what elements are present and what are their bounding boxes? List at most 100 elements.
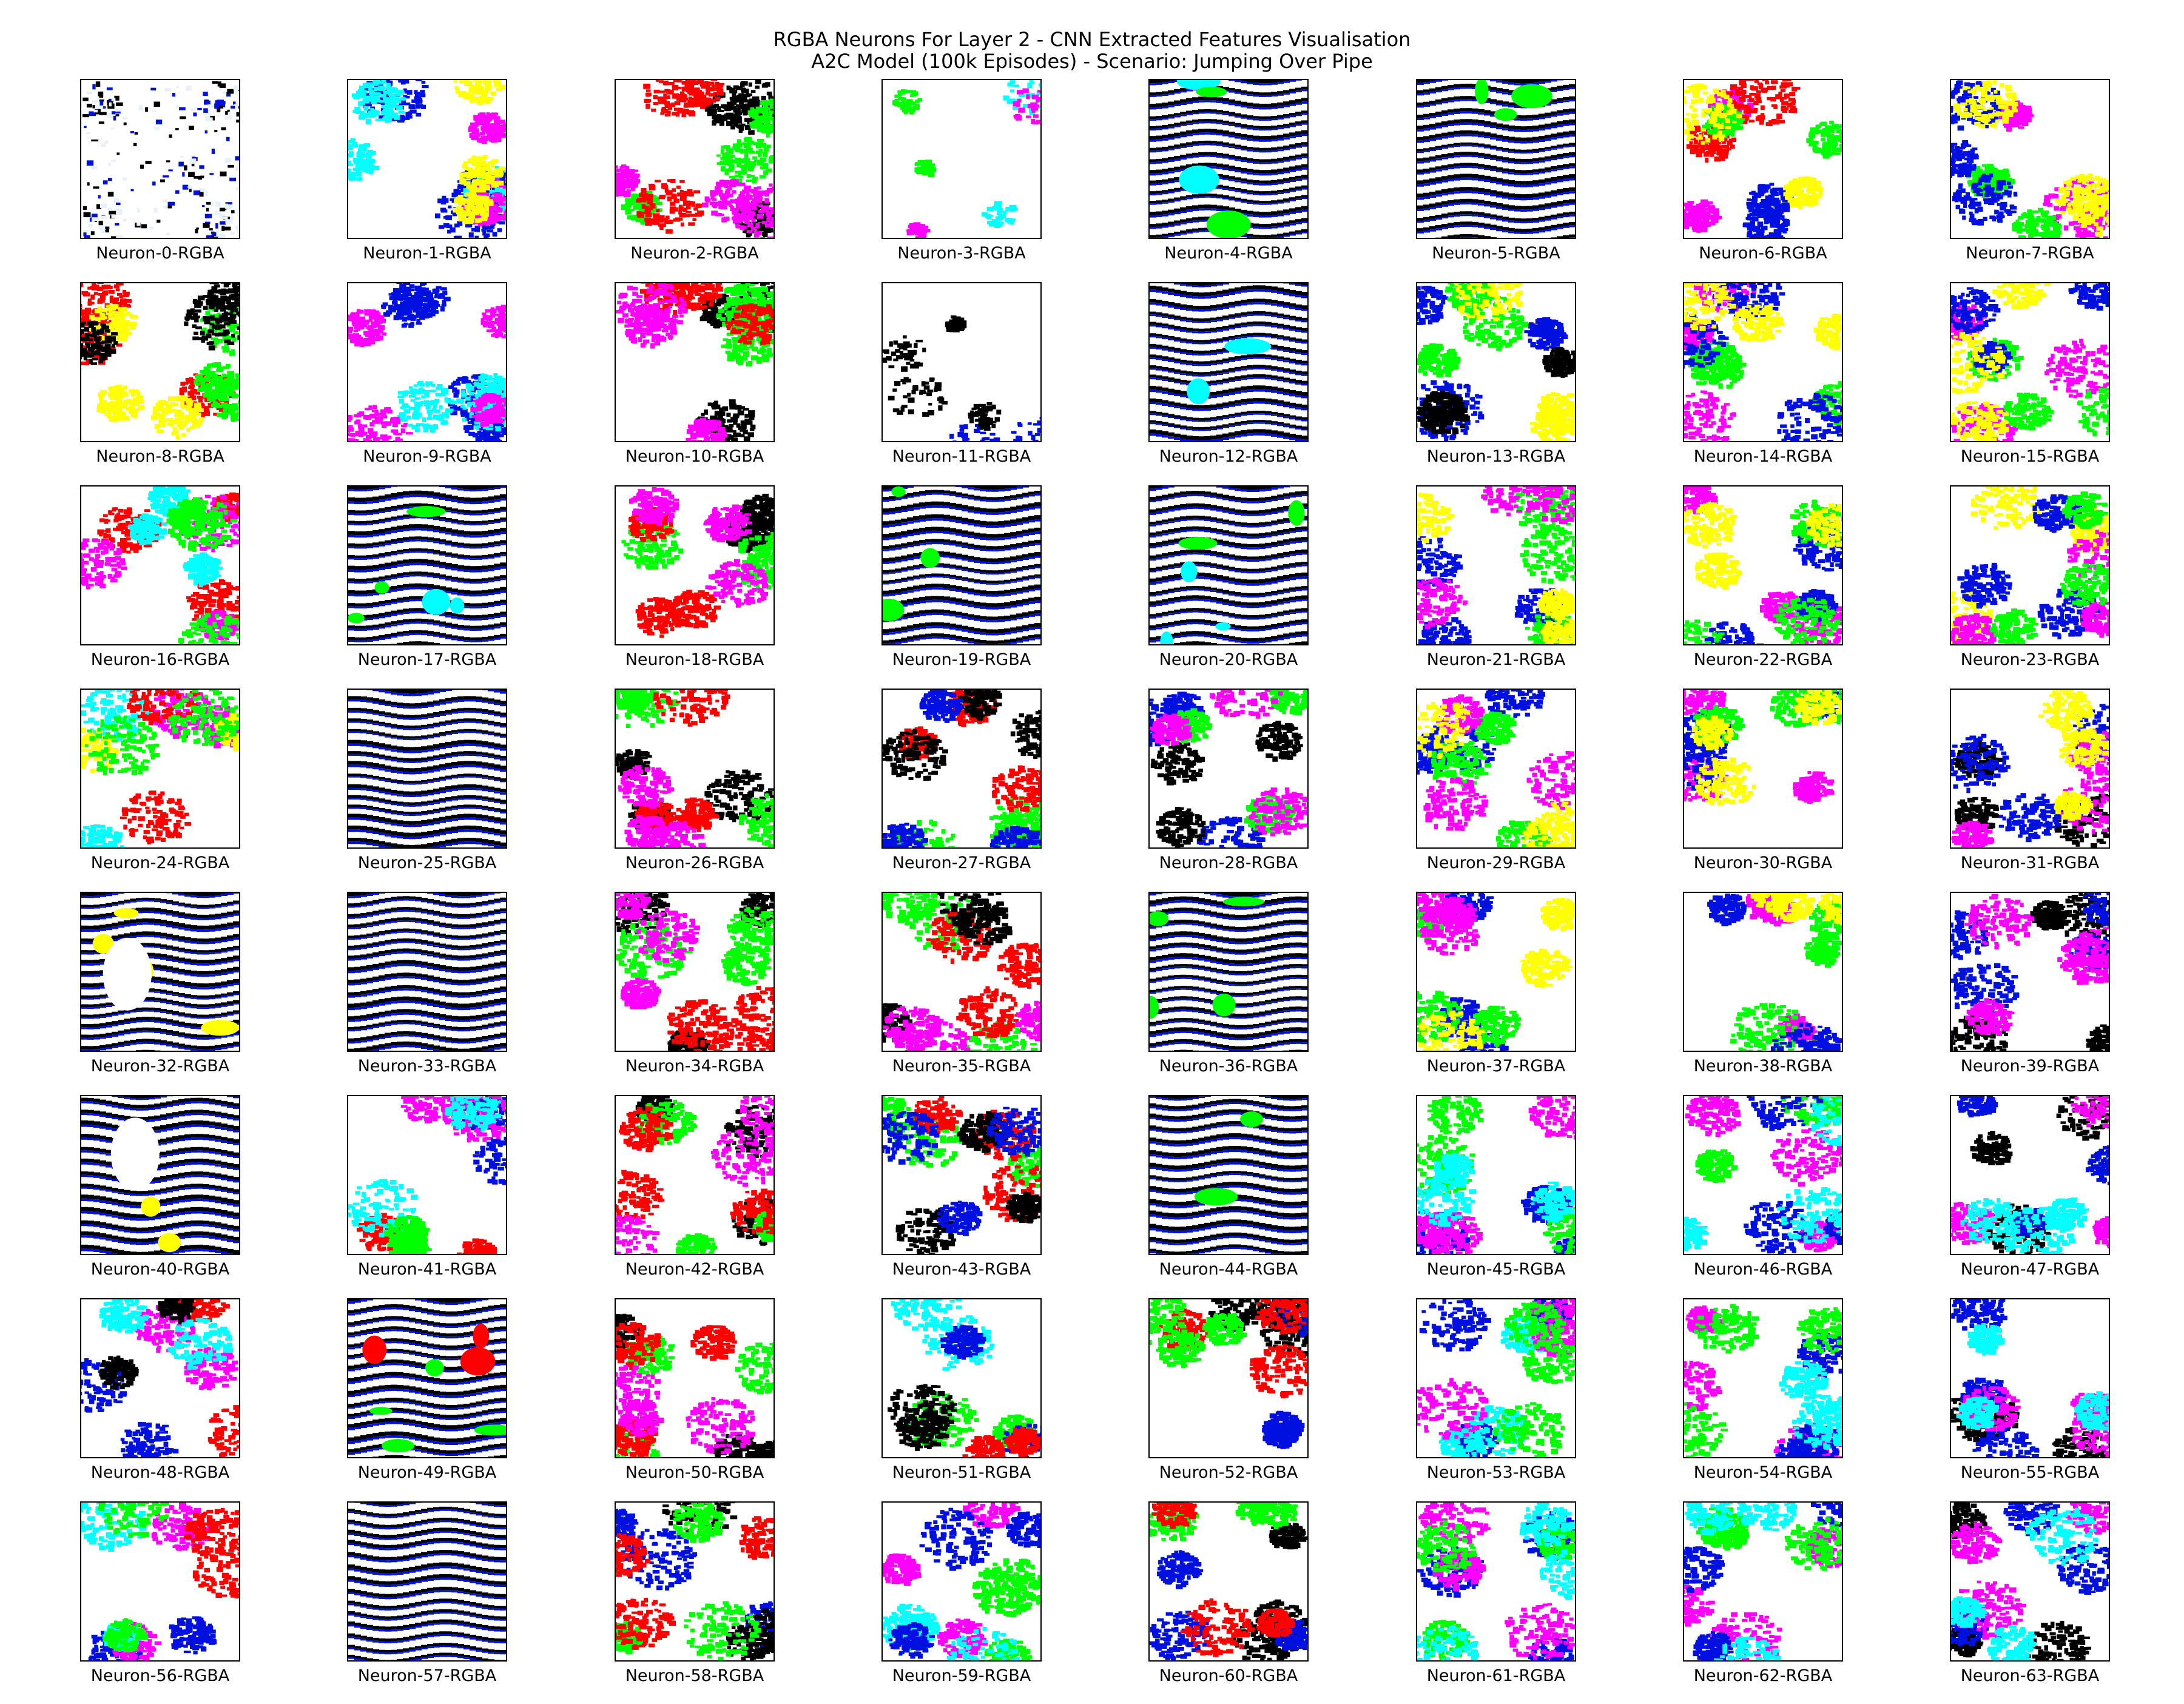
- neuron-activation-image: [80, 1501, 240, 1662]
- neuron-activation-map: [1417, 80, 1575, 238]
- neuron-activation-image: [80, 79, 240, 239]
- neuron-label: Neuron-11-RGBA: [881, 447, 1042, 466]
- neuron-activation-map: [348, 690, 506, 847]
- neuron-activation-image: [1148, 282, 1309, 442]
- neuron-cell: Neuron-16-RGBA: [80, 485, 347, 688]
- neuron-label: Neuron-52-RGBA: [1148, 1463, 1309, 1483]
- neuron-activation-map: [616, 690, 774, 847]
- neuron-cell: Neuron-24-RGBA: [80, 689, 347, 891]
- neuron-cell: Neuron-39-RGBA: [1950, 892, 2184, 1094]
- neuron-cell: Neuron-47-RGBA: [1950, 1095, 2184, 1298]
- neuron-label: Neuron-23-RGBA: [1950, 650, 2110, 670]
- neuron-cell: Neuron-5-RGBA: [1416, 79, 1683, 281]
- neuron-activation-image: [1148, 485, 1309, 645]
- neuron-cell: Neuron-23-RGBA: [1950, 485, 2184, 688]
- neuron-activation-map: [81, 690, 239, 847]
- neuron-activation-map: [1684, 487, 1842, 644]
- neuron-activation-map: [81, 80, 239, 238]
- neuron-activation-image: [1950, 892, 2110, 1052]
- neuron-label: Neuron-27-RGBA: [881, 854, 1042, 873]
- neuron-activation-map: [883, 893, 1040, 1051]
- neuron-cell: Neuron-31-RGBA: [1950, 689, 2184, 891]
- neuron-activation-map: [81, 1503, 239, 1660]
- neuron-cell: Neuron-26-RGBA: [615, 689, 881, 891]
- neuron-activation-map: [1417, 487, 1575, 644]
- neuron-label: Neuron-14-RGBA: [1683, 447, 1843, 466]
- neuron-cell: Neuron-20-RGBA: [1148, 485, 1415, 688]
- neuron-activation-map: [1684, 80, 1842, 238]
- neuron-cell: Neuron-43-RGBA: [881, 1095, 1148, 1298]
- neuron-label: Neuron-57-RGBA: [347, 1666, 507, 1686]
- neuron-label: Neuron-26-RGBA: [615, 854, 775, 873]
- neuron-activation-image: [615, 282, 775, 442]
- neuron-activation-image: [1950, 1501, 2110, 1662]
- neuron-label: Neuron-43-RGBA: [881, 1260, 1042, 1279]
- neuron-activation-image: [881, 689, 1042, 849]
- neuron-cell: Neuron-51-RGBA: [881, 1298, 1148, 1501]
- neuron-activation-image: [347, 1095, 507, 1255]
- neuron-activation-image: [1683, 1095, 1843, 1255]
- neuron-cell: Neuron-37-RGBA: [1416, 892, 1683, 1094]
- neuron-activation-image: [1683, 282, 1843, 442]
- neuron-cell: Neuron-4-RGBA: [1148, 79, 1415, 281]
- neuron-activation-map: [1150, 283, 1307, 441]
- neuron-activation-map: [1684, 893, 1842, 1051]
- neuron-label: Neuron-6-RGBA: [1683, 244, 1843, 263]
- neuron-activation-image: [1416, 282, 1576, 442]
- neuron-label: Neuron-31-RGBA: [1950, 854, 2110, 873]
- neuron-activation-map: [1951, 80, 2109, 238]
- neuron-label: Neuron-3-RGBA: [881, 244, 1042, 263]
- neuron-activation-map: [1417, 690, 1575, 847]
- neuron-label: Neuron-46-RGBA: [1683, 1260, 1843, 1279]
- neuron-label: Neuron-55-RGBA: [1950, 1463, 2110, 1483]
- neuron-label: Neuron-13-RGBA: [1416, 447, 1576, 466]
- neuron-activation-map: [348, 893, 506, 1051]
- neuron-activation-map: [616, 80, 774, 238]
- neuron-activation-image: [1416, 1298, 1576, 1458]
- neuron-cell: Neuron-3-RGBA: [881, 79, 1148, 281]
- neuron-activation-map: [1684, 1299, 1842, 1457]
- neuron-activation-image: [347, 1501, 507, 1662]
- neuron-cell: Neuron-45-RGBA: [1416, 1095, 1683, 1298]
- neuron-label: Neuron-19-RGBA: [881, 650, 1042, 670]
- neuron-label: Neuron-63-RGBA: [1950, 1666, 2110, 1686]
- neuron-cell: Neuron-14-RGBA: [1683, 282, 1950, 485]
- neuron-cell: Neuron-29-RGBA: [1416, 689, 1683, 891]
- neuron-label: Neuron-0-RGBA: [80, 244, 240, 263]
- neuron-label: Neuron-5-RGBA: [1416, 244, 1576, 263]
- neuron-label: Neuron-16-RGBA: [80, 650, 240, 670]
- neuron-label: Neuron-9-RGBA: [347, 447, 507, 466]
- neuron-label: Neuron-10-RGBA: [615, 447, 775, 466]
- neuron-label: Neuron-8-RGBA: [80, 447, 240, 466]
- neuron-cell: Neuron-2-RGBA: [615, 79, 881, 281]
- neuron-cell: Neuron-57-RGBA: [347, 1501, 614, 1704]
- neuron-cell: Neuron-35-RGBA: [881, 892, 1148, 1094]
- neuron-activation-map: [1150, 690, 1307, 847]
- neuron-activation-image: [1683, 1298, 1843, 1458]
- neuron-activation-image: [1148, 1501, 1309, 1662]
- neuron-cell: Neuron-17-RGBA: [347, 485, 614, 688]
- neuron-activation-map: [883, 283, 1040, 441]
- neuron-activation-image: [1148, 79, 1309, 239]
- neuron-cell: Neuron-9-RGBA: [347, 282, 614, 485]
- neuron-label: Neuron-35-RGBA: [881, 1057, 1042, 1076]
- neuron-cell: Neuron-11-RGBA: [881, 282, 1148, 485]
- neuron-activation-map: [1951, 893, 2109, 1051]
- neuron-label: Neuron-41-RGBA: [347, 1260, 507, 1279]
- neuron-activation-map: [348, 80, 506, 238]
- neuron-activation-image: [1950, 1095, 2110, 1255]
- neuron-activation-image: [1148, 892, 1309, 1052]
- neuron-label: Neuron-62-RGBA: [1683, 1666, 1843, 1686]
- neuron-cell: Neuron-21-RGBA: [1416, 485, 1683, 688]
- neuron-label: Neuron-44-RGBA: [1148, 1260, 1309, 1279]
- neuron-cell: Neuron-42-RGBA: [615, 1095, 881, 1298]
- neuron-activation-map: [883, 80, 1040, 238]
- neuron-activation-image: [1416, 79, 1576, 239]
- neuron-label: Neuron-45-RGBA: [1416, 1260, 1576, 1279]
- neuron-activation-image: [615, 79, 775, 239]
- neuron-label: Neuron-37-RGBA: [1416, 1057, 1576, 1076]
- neuron-activation-image: [615, 1095, 775, 1255]
- neuron-activation-map: [1150, 80, 1307, 238]
- neuron-activation-image: [1416, 689, 1576, 849]
- neuron-cell: Neuron-40-RGBA: [80, 1095, 347, 1298]
